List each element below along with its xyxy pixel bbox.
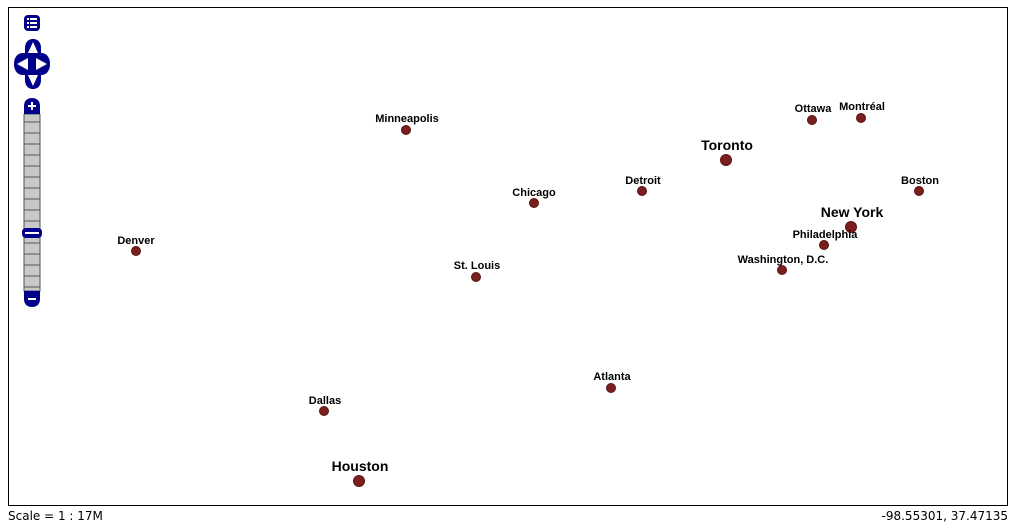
city-marker-minneapolis[interactable] (401, 125, 411, 135)
city-label-atlanta: Atlanta (593, 371, 631, 383)
arrow-down-icon[interactable] (24, 70, 42, 90)
city-label-houston: Houston (332, 458, 389, 474)
zoom-slider-handle[interactable] (21, 227, 43, 239)
zoom-out-button[interactable] (23, 290, 41, 308)
city-marker-st-louis[interactable] (471, 272, 481, 282)
city-label-ottawa: Ottawa (795, 103, 833, 115)
city-marker-philadelphia[interactable] (819, 240, 829, 250)
city-marker-detroit[interactable] (637, 186, 647, 196)
arrow-left-icon[interactable] (13, 52, 33, 76)
city-label-st-louis: St. Louis (454, 260, 500, 272)
city-label-denver: Denver (117, 235, 155, 247)
layer-switcher-list-icon[interactable] (23, 14, 41, 32)
city-label-new-york: New York (821, 204, 884, 220)
city-marker-denver[interactable] (131, 246, 141, 256)
mouse-coordinates-readout: -98.55301, 37.47135 (881, 509, 1008, 523)
city-label-minneapolis: Minneapolis (375, 113, 439, 125)
scale-readout: Scale = 1 : 17M (8, 509, 103, 523)
city-label-philadelphia: Philadelphia (793, 229, 859, 241)
zoom-slider-bar[interactable] (23, 114, 41, 292)
city-marker-ottawa[interactable] (807, 115, 817, 125)
pan-control (13, 38, 51, 90)
city-marker-washington-d-c-[interactable] (777, 265, 787, 275)
city-label-chicago: Chicago (512, 187, 556, 199)
city-label-boston: Boston (901, 175, 939, 187)
map-canvas[interactable]: Minneapolis Ottawa Montréal Toronto Detroit C… (9, 8, 1008, 506)
city-marker-atlanta[interactable] (606, 383, 616, 393)
city-marker-montr-al[interactable] (856, 113, 866, 123)
city-marker-toronto[interactable] (720, 154, 732, 166)
city-label-washington-d-c-: Washington, D.C. (738, 254, 829, 266)
city-label-montr-al: Montréal (839, 101, 885, 113)
city-label-dallas: Dallas (309, 395, 341, 407)
city-marker-houston[interactable] (353, 475, 365, 487)
city-label-detroit: Detroit (625, 175, 661, 187)
city-label-toronto: Toronto (701, 137, 753, 153)
city-marker-new-york[interactable] (845, 221, 857, 233)
zoom-slider-track[interactable] (23, 114, 41, 292)
arrow-up-icon[interactable] (24, 38, 42, 58)
zoom-in-button[interactable] (23, 97, 41, 115)
map-viewport[interactable]: Minneapolis Ottawa Montréal Toronto Detroit C… (8, 7, 1008, 506)
city-marker-boston[interactable] (914, 186, 924, 196)
city-marker-dallas[interactable] (319, 406, 329, 416)
city-marker-chicago[interactable] (529, 198, 539, 208)
arrow-right-icon[interactable] (31, 52, 51, 76)
